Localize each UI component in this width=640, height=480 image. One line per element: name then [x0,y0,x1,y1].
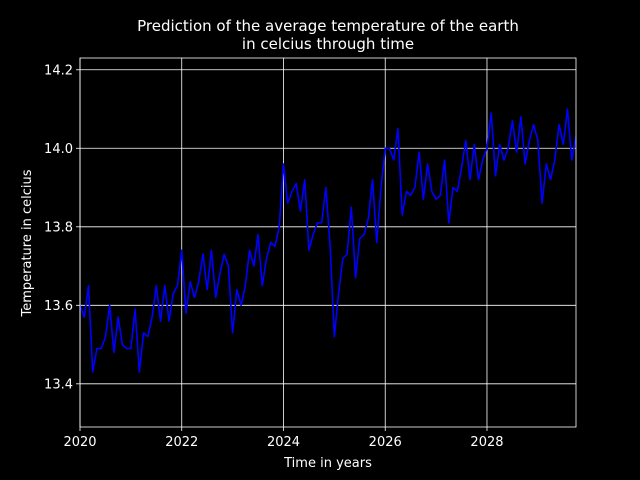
x-axis-ticks: 2020 2022 2024 2026 2028 [63,427,504,450]
chart-title-line-1: Prediction of the average temperature of… [137,17,519,35]
y-tick-label: 14.2 [44,63,73,78]
axes-frame [79,57,577,428]
series-line-0 [80,108,576,373]
y-axis-ticks: 13.4 13.6 13.8 14.0 14.2 [44,63,80,392]
x-tick-label: 2026 [369,435,402,450]
y-tick-label: 13.6 [44,299,73,314]
x-tick-label: 2022 [165,435,198,450]
x-axis-label: Time in years [283,456,372,471]
x-tick-label: 2020 [63,435,96,450]
x-tick-label: 2024 [267,435,300,450]
y-tick-label: 13.4 [44,377,73,392]
x-tick-label: 2028 [470,435,503,450]
y-axis-label: Temperature in celcius [20,169,35,317]
y-tick-label: 13.8 [44,220,73,235]
chart-title-line-2: in celcius through time [242,35,414,53]
plot-area [80,108,576,373]
y-tick-label: 14.0 [44,142,73,157]
